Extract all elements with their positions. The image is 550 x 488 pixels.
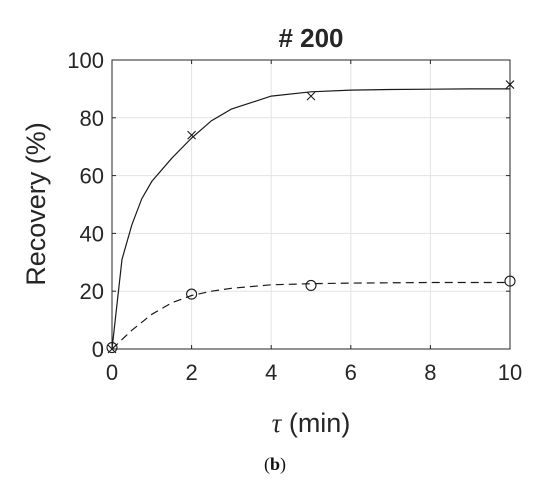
caption-letter: b [270, 454, 280, 474]
fit-curve-dashed [111, 281, 510, 350]
x-tick-label: 2 [185, 360, 197, 385]
y-tick-label: 80 [80, 106, 104, 131]
data-point-circle-marker [305, 279, 317, 291]
y-tick-label: 20 [80, 279, 104, 304]
x-tick-label: 4 [265, 360, 277, 385]
figure-caption: (b) [264, 454, 286, 475]
y-tick-label: 40 [80, 221, 104, 246]
x-tick-label: 0 [106, 360, 118, 385]
grid-lines [112, 60, 510, 349]
x-axis-label-unit: (min) [281, 408, 350, 438]
x-marker-stroke [306, 91, 316, 101]
x-tick-label: 8 [424, 360, 436, 385]
x-marker-stroke [187, 130, 196, 140]
caption-open: ( [264, 454, 270, 475]
data-point-x-marker [505, 80, 515, 89]
caption-close: ) [280, 454, 286, 475]
y-axis-label: Recovery (%) [21, 122, 51, 286]
x-marker-stroke [505, 80, 515, 89]
x-axis-label-symbol: τ [272, 408, 283, 438]
fit-curve-solid [111, 88, 510, 350]
x-tick-label: 10 [498, 360, 522, 385]
x-tick-label: 6 [345, 360, 357, 385]
data-point-circle-marker [504, 275, 516, 287]
data-point-circle-marker [186, 288, 198, 300]
data-point-x-marker [187, 130, 196, 140]
data-point-circle-marker [106, 342, 118, 354]
y-tick-label: 100 [67, 48, 104, 73]
x-axis-label: τ (min) [272, 408, 351, 438]
chart-title: # 200 [278, 23, 343, 53]
plot-area [111, 59, 511, 350]
y-tick-label: 60 [80, 164, 104, 189]
data-series [106, 80, 516, 354]
y-tick-label: 0 [92, 337, 104, 362]
data-point-x-marker [306, 91, 316, 101]
